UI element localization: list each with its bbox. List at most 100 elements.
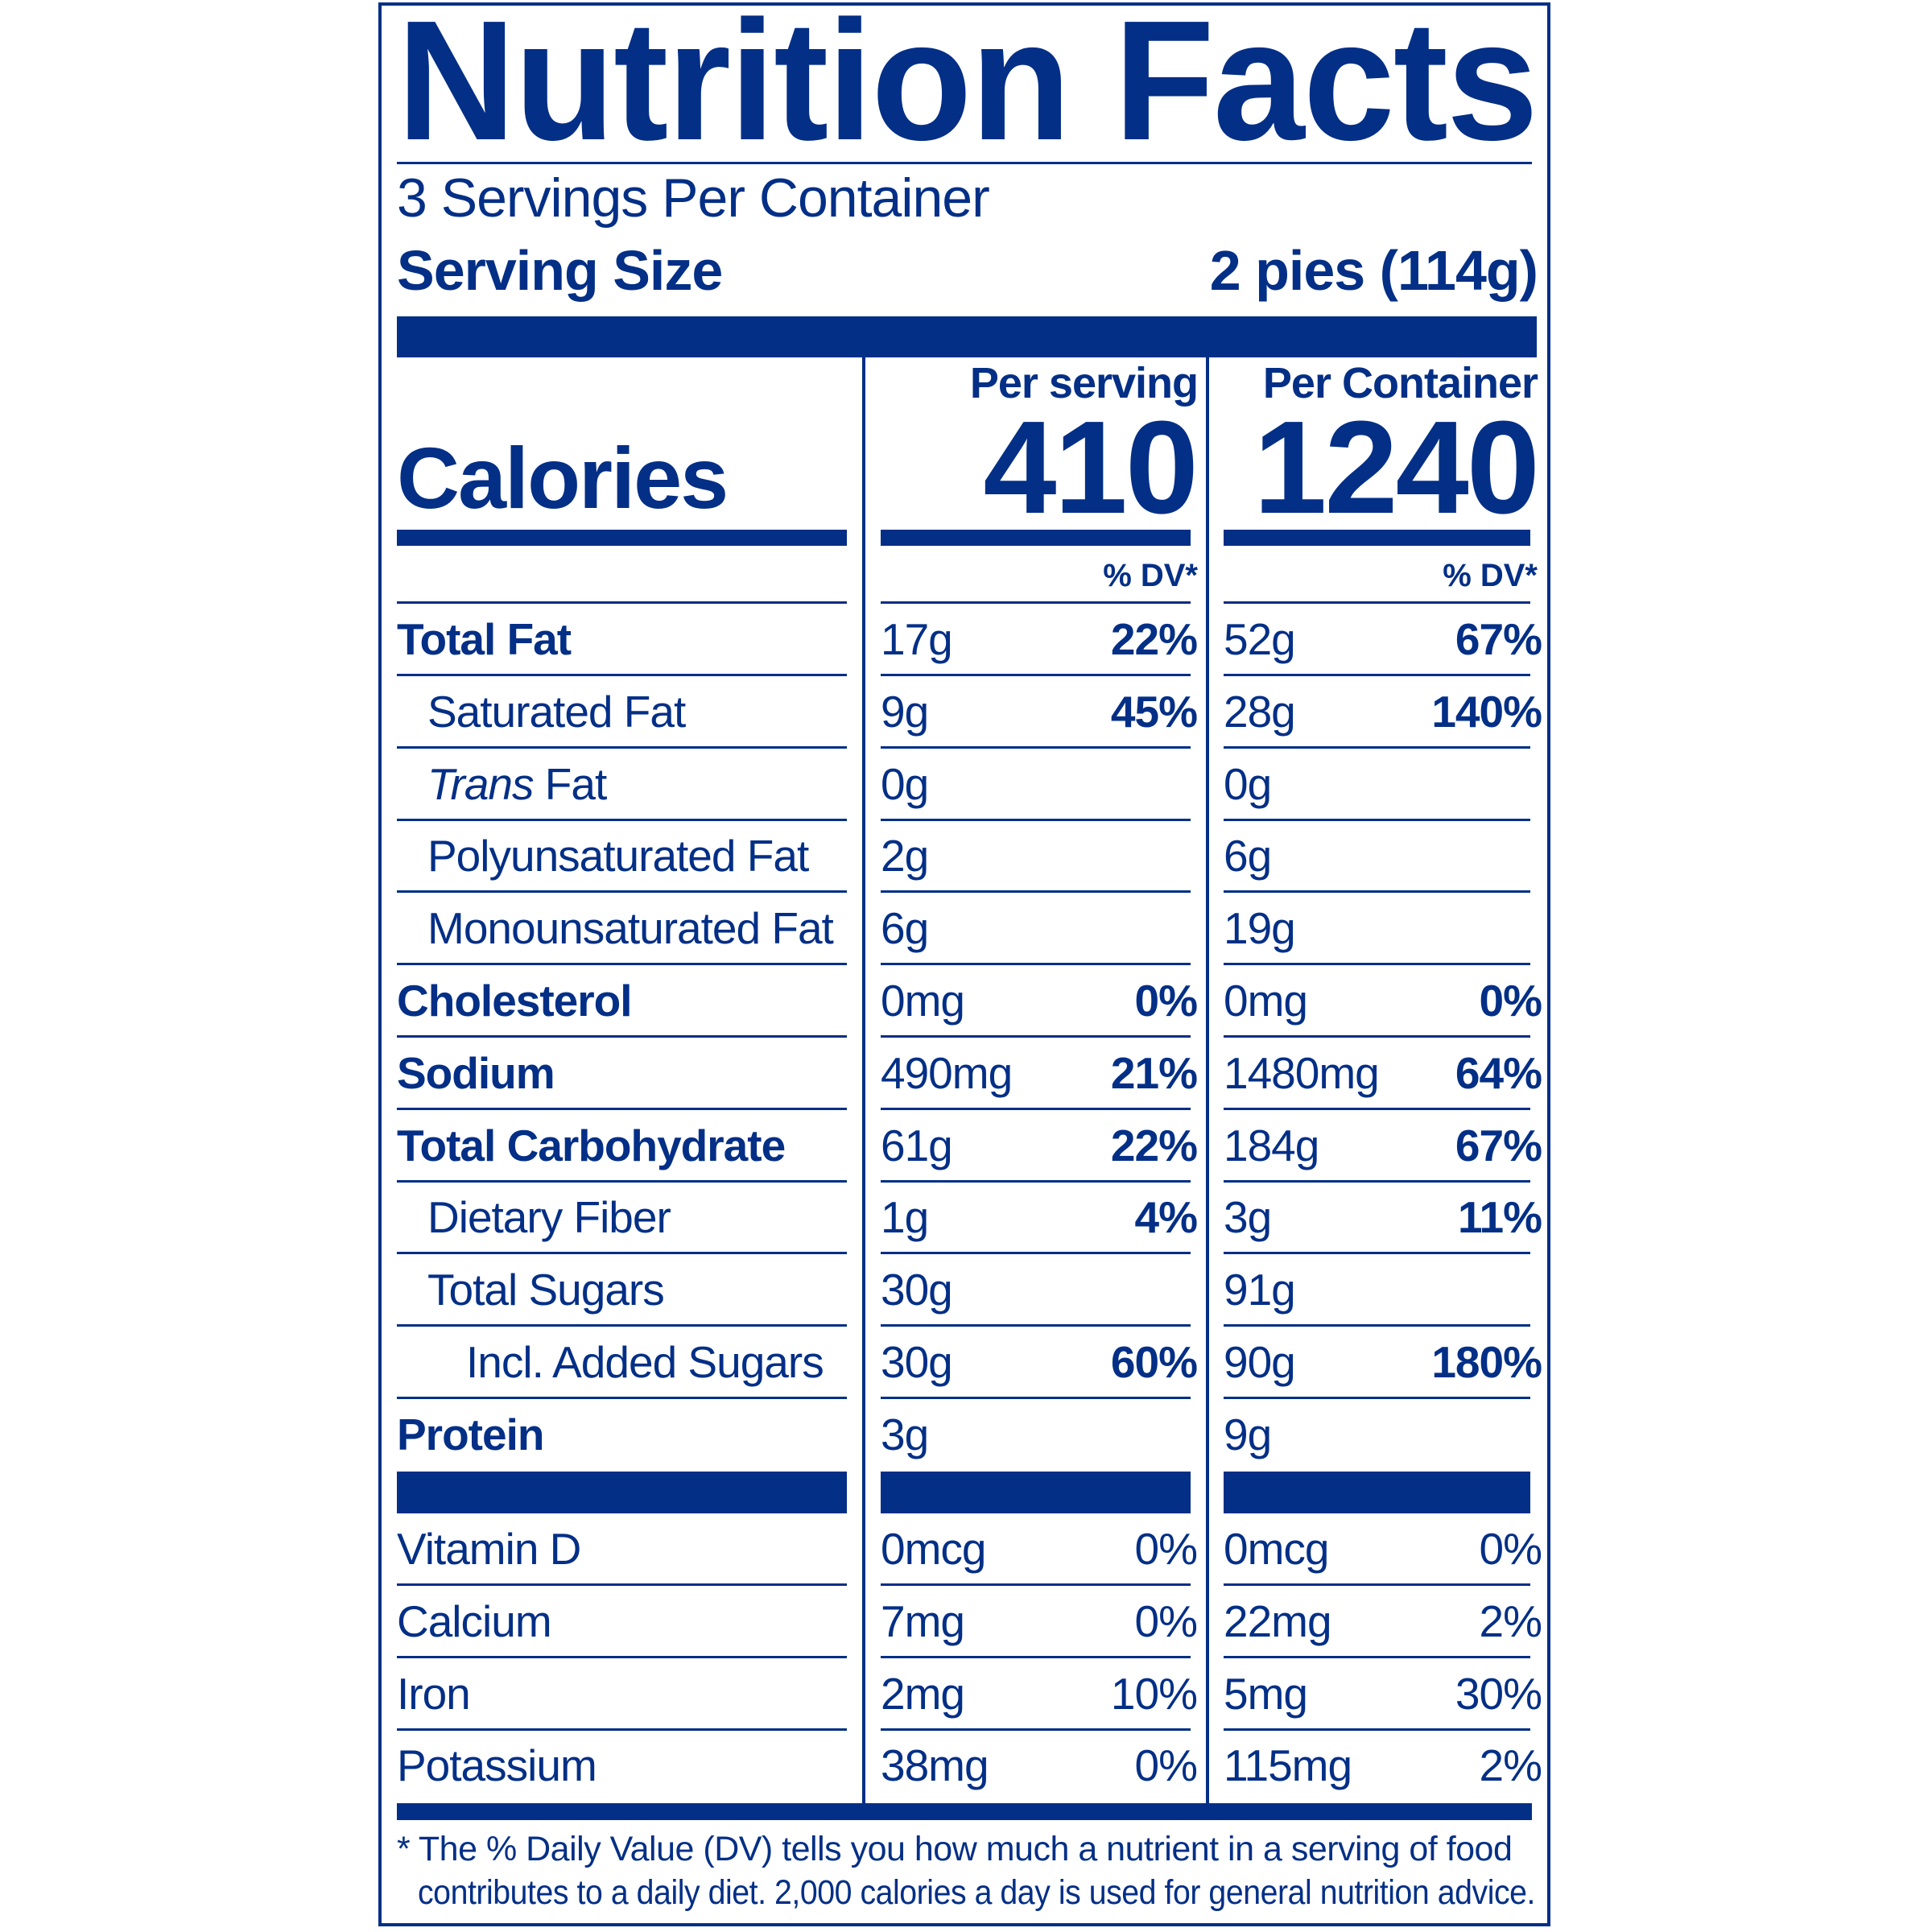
per-serving-cell: 0g xyxy=(881,749,1191,821)
nutrient-row: Trans Fat 0g 0g xyxy=(0,749,1932,821)
nutrient-name-text: Cholesterol xyxy=(397,976,633,1026)
nutrient-name-text: Fat xyxy=(533,758,607,809)
per-container-cell: 22mg 2% xyxy=(1224,1586,1542,1658)
per-container-cell: 0mcg 0% xyxy=(1224,1513,1542,1586)
per-container-cell: 90g 180% xyxy=(1224,1327,1542,1399)
nutrient-name-wrap: Iron xyxy=(397,1658,471,1729)
per-container-dv: 64% xyxy=(1455,1047,1542,1098)
nutrient-name: Total Carbohydrate xyxy=(397,1110,786,1181)
per-serving-amount: 1g xyxy=(881,1192,929,1243)
per-serving-amount: 38mg xyxy=(881,1740,989,1791)
nutrient-name-wrap: Calcium xyxy=(397,1586,552,1657)
per-serving-dv: 0% xyxy=(1134,1740,1198,1791)
per-container-cell: 115mg 2% xyxy=(1224,1730,1542,1802)
nutrient-name-cell: Sodium xyxy=(397,1038,847,1110)
nutrient-row: Incl. Added Sugars 30g 60% 90g 180% xyxy=(0,1327,1932,1399)
nutrient-name-wrap: Polyunsaturated Fat xyxy=(427,820,809,891)
calories-per-serving: 410 xyxy=(983,394,1199,541)
per-serving-cell: 0mcg 0% xyxy=(881,1513,1198,1586)
per-container-amount: 115mg xyxy=(1224,1740,1352,1791)
nutrient-name: Protein xyxy=(397,1399,544,1470)
nutrient-name-text: Saturated Fat xyxy=(427,686,686,737)
nutrient-name: Cholesterol xyxy=(397,965,633,1036)
nutrient-name: Incl. Added Sugars xyxy=(466,1327,824,1397)
per-container-cell: 184g 67% xyxy=(1224,1110,1542,1183)
nutrient-name-cell: Vitamin D xyxy=(397,1513,847,1586)
per-serving-dv: 0% xyxy=(1134,1596,1198,1646)
title-divider xyxy=(397,162,1532,164)
per-serving-dv: 0% xyxy=(1134,1524,1198,1574)
nutrient-name-text: Incl. Added Sugars xyxy=(466,1337,824,1387)
per-container-cell: 91g xyxy=(1224,1254,1530,1327)
per-serving-dv: 10% xyxy=(1110,1668,1198,1719)
calories-per-container: 1240 xyxy=(1253,394,1540,541)
nutrient-row: Protein 3g 9g xyxy=(0,1399,1932,1472)
nutrient-row: Saturated Fat 9g 45% 28g 140% xyxy=(0,676,1932,749)
nutrient-name-text: Potassium xyxy=(397,1740,597,1791)
thick-divider-bottom xyxy=(397,1803,1532,1820)
per-container-amount: 1480mg xyxy=(1224,1047,1380,1098)
nutrient-name-cell: Dietary Fiber xyxy=(397,1182,847,1255)
nutrient-name-wrap: Total Fat xyxy=(397,604,572,675)
nutrient-name: Total Fat xyxy=(397,604,572,675)
nutrient-name-text: Vitamin D xyxy=(397,1524,581,1574)
per-serving-cell: 9g 45% xyxy=(881,676,1198,749)
nutrient-name-wrap: Sodium xyxy=(397,1038,555,1108)
footnote-text: contributes to a daily diet. 2,000 calor… xyxy=(418,1873,1535,1912)
per-container-amount: 91g xyxy=(1224,1265,1296,1315)
nutrient-row: Total Sugars 30g 91g xyxy=(0,1254,1932,1327)
nutrient-name: Total Sugars xyxy=(427,1254,665,1325)
per-serving-dv: 0% xyxy=(1134,976,1198,1026)
per-container-dv: 180% xyxy=(1431,1337,1542,1387)
per-serving-amount: 17g xyxy=(881,614,953,664)
per-serving-amount: 30g xyxy=(881,1337,953,1387)
nutrient-name-text: Polyunsaturated Fat xyxy=(427,831,809,881)
per-container-amount: 5mg xyxy=(1224,1668,1308,1719)
per-container-header-text: Per Container xyxy=(1262,359,1538,407)
nutrient-name-cell: Total Carbohydrate xyxy=(397,1110,847,1183)
per-serving-cell: 0mg 0% xyxy=(881,965,1198,1038)
per-serving-amount: 30g xyxy=(881,1265,953,1315)
nutrient-name-wrap: Saturated Fat xyxy=(427,676,686,747)
per-container-amount: 22mg xyxy=(1224,1596,1332,1646)
nutrient-name: Potassium xyxy=(397,1730,597,1801)
nutrient-row: Dietary Fiber 1g 4% 3g 11% xyxy=(0,1182,1932,1255)
nutrient-name: Calcium xyxy=(397,1586,552,1657)
per-container-amount: 3g xyxy=(1224,1192,1272,1243)
per-serving-amount: 3g xyxy=(881,1409,929,1459)
per-serving-amount: 2mg xyxy=(881,1668,965,1719)
per-serving-cell: 2mg 10% xyxy=(881,1658,1198,1731)
panel-title: Nutrition Facts xyxy=(397,0,1538,166)
per-serving-cell: 3g xyxy=(881,1399,1191,1472)
thick-divider-vitamins xyxy=(1224,1472,1530,1513)
per-container-cell: 5mg 30% xyxy=(1224,1658,1542,1731)
per-container-amount: 28g xyxy=(1224,686,1296,737)
nutrient-name-text: Total Carbohydrate xyxy=(397,1120,786,1170)
nutrient-name-wrap: Dietary Fiber xyxy=(427,1182,671,1253)
calories-divider xyxy=(397,530,847,546)
nutrient-row: Cholesterol 0mg 0% 0mg 0% xyxy=(0,965,1932,1038)
nutrient-name-cell: Calcium xyxy=(397,1586,847,1658)
dv-header-serving: % DV* xyxy=(1103,558,1198,593)
per-serving-header-text: Per serving xyxy=(969,359,1199,407)
per-serving-cell: 7mg 0% xyxy=(881,1586,1198,1658)
thick-divider-vitamins xyxy=(397,1472,847,1513)
per-serving-dv: 22% xyxy=(1110,614,1198,664)
nutrient-name-wrap: Incl. Added Sugars xyxy=(466,1327,824,1397)
per-serving-cell: 17g 22% xyxy=(881,604,1198,676)
per-serving-cell: 6g xyxy=(881,893,1191,966)
nutrient-name-wrap: Total Sugars xyxy=(427,1254,665,1325)
nutrient-name: Polyunsaturated Fat xyxy=(427,820,809,891)
nutrient-name-text: Iron xyxy=(397,1668,471,1719)
nutrient-name: Dietary Fiber xyxy=(427,1182,671,1253)
per-container-cell: 28g 140% xyxy=(1224,676,1542,749)
nutrient-row: Polyunsaturated Fat 2g 6g xyxy=(0,820,1932,894)
per-serving-amount: 7mg xyxy=(881,1596,965,1646)
nutrient-name-cell: Trans Fat xyxy=(397,749,847,821)
per-serving-header: Per serving xyxy=(969,359,1199,407)
per-serving-amount: 0mcg xyxy=(881,1524,986,1574)
per-serving-dv: 22% xyxy=(1110,1120,1198,1170)
nutrient-row: Monounsaturated Fat 6g 19g xyxy=(0,893,1932,966)
per-container-amount: 184g xyxy=(1224,1120,1319,1170)
per-serving-cell: 30g xyxy=(881,1254,1191,1327)
